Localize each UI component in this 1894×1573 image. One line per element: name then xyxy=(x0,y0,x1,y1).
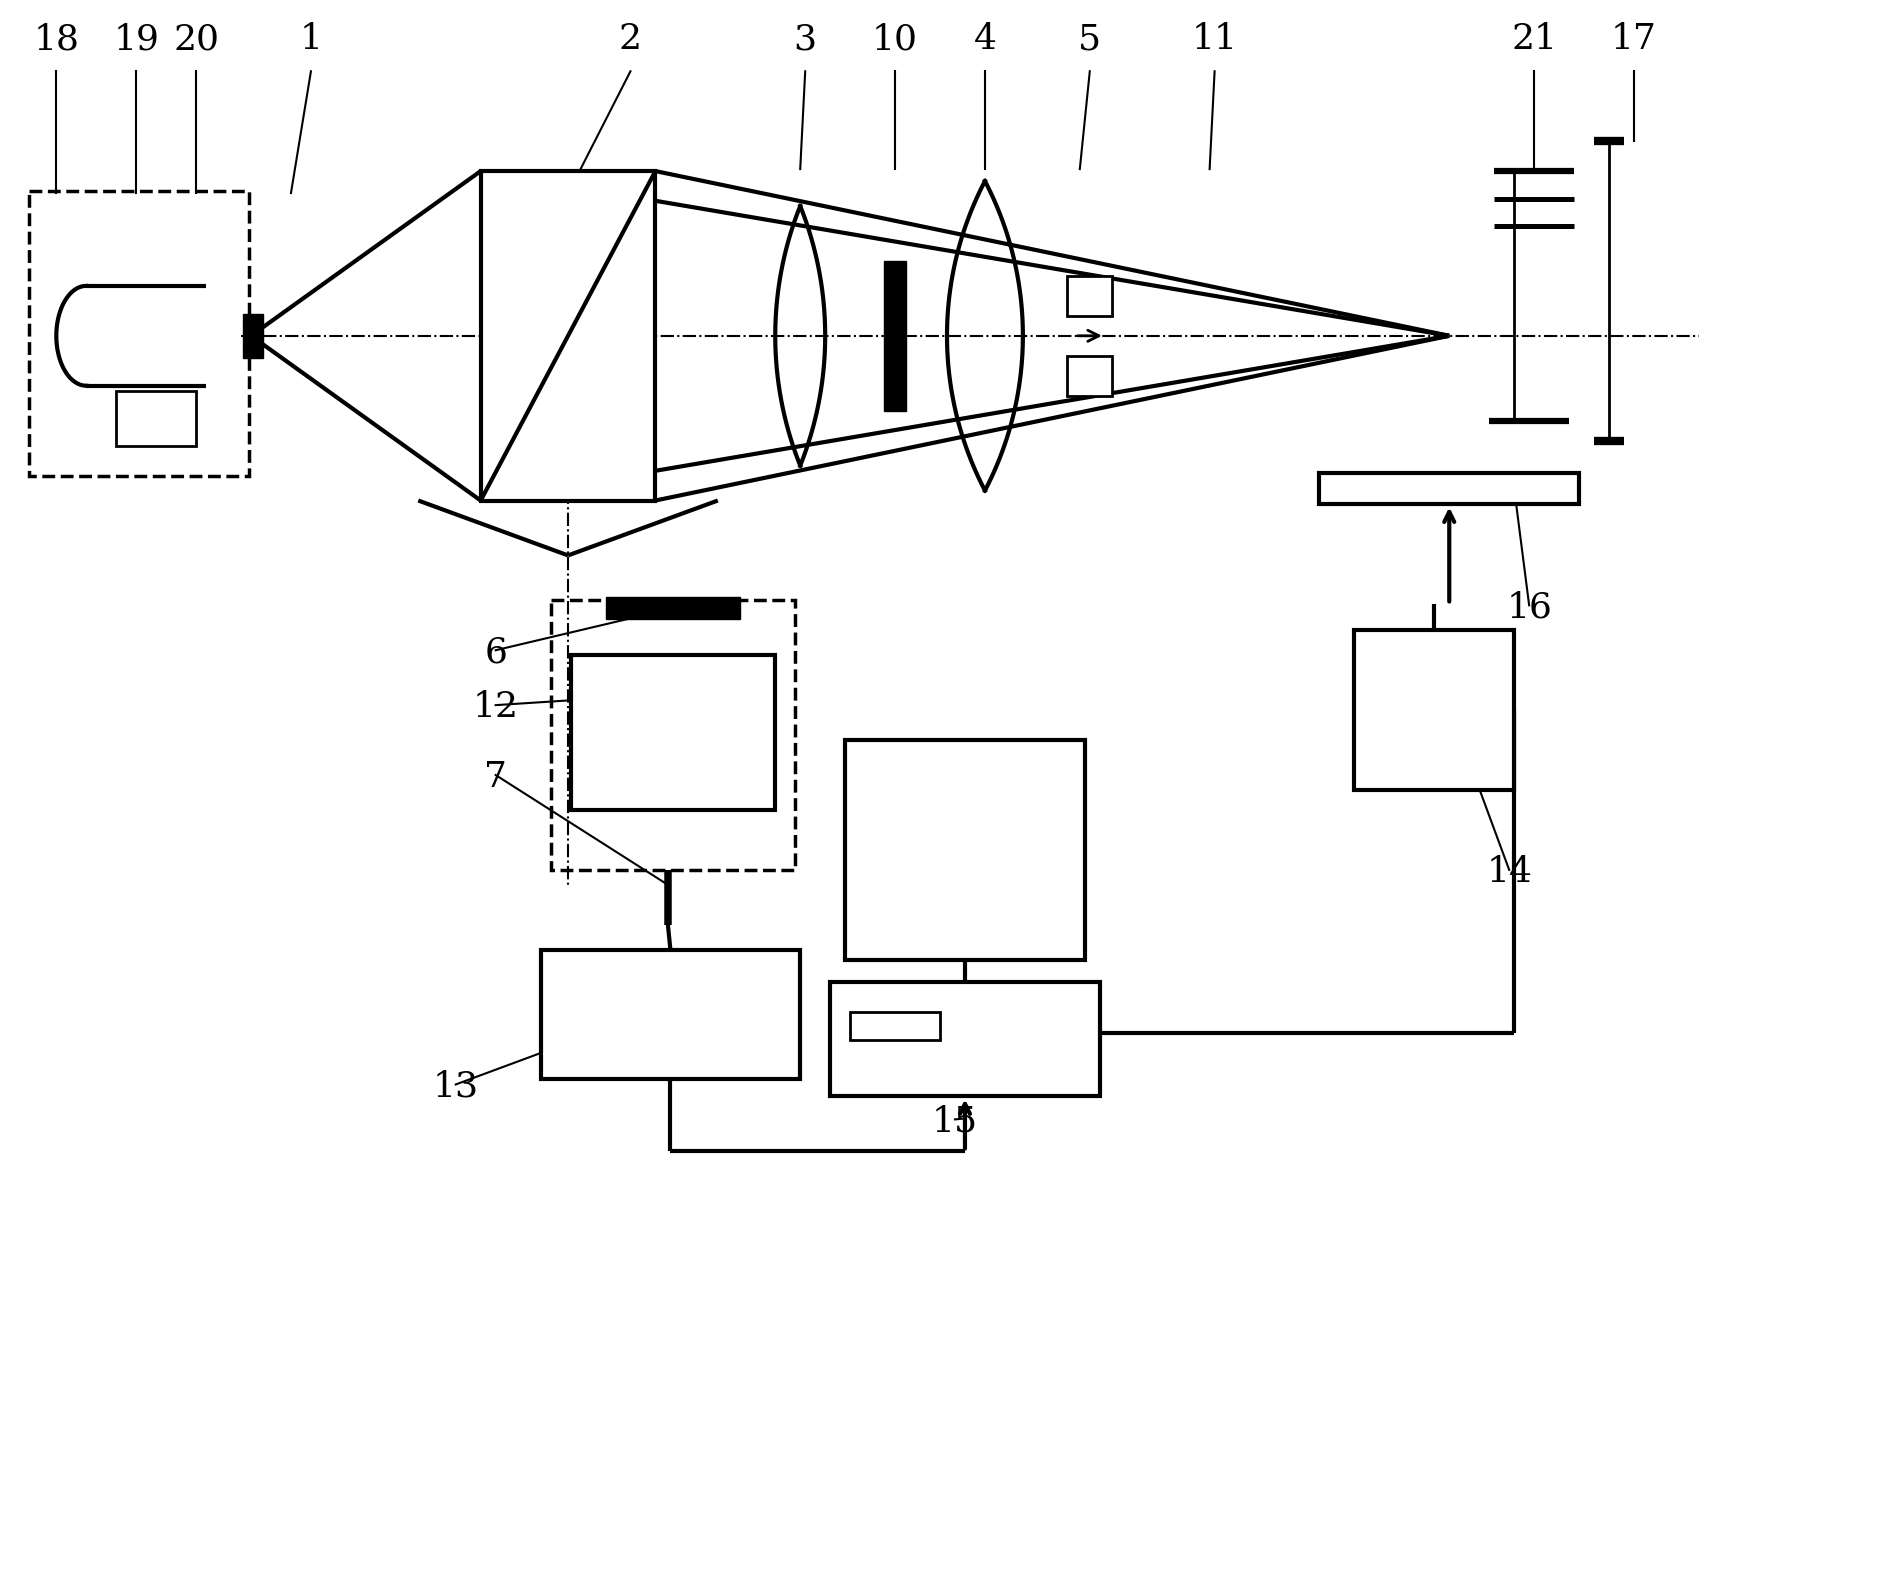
Bar xyxy=(481,171,655,500)
Polygon shape xyxy=(606,598,741,620)
Text: 13: 13 xyxy=(432,1070,479,1104)
Bar xyxy=(850,1011,939,1040)
Bar xyxy=(540,950,801,1079)
Bar xyxy=(830,982,1100,1096)
Polygon shape xyxy=(242,315,263,357)
Bar xyxy=(28,190,248,475)
Text: 6: 6 xyxy=(485,635,508,669)
Text: 21: 21 xyxy=(1511,22,1557,57)
Text: 7: 7 xyxy=(485,760,508,794)
Text: 18: 18 xyxy=(34,22,80,57)
Text: 5: 5 xyxy=(1078,22,1100,57)
Text: 11: 11 xyxy=(1191,22,1237,57)
Text: 14: 14 xyxy=(1487,854,1532,889)
Text: 20: 20 xyxy=(172,22,220,57)
Text: 2: 2 xyxy=(619,22,642,57)
Bar xyxy=(1354,631,1513,790)
Text: 10: 10 xyxy=(871,22,919,57)
Text: 19: 19 xyxy=(114,22,159,57)
Text: 15: 15 xyxy=(932,1104,977,1139)
Text: 4: 4 xyxy=(974,22,996,57)
Polygon shape xyxy=(884,261,905,411)
Bar xyxy=(1068,355,1112,396)
Text: 1: 1 xyxy=(299,22,322,57)
Bar xyxy=(845,739,1085,960)
Bar xyxy=(1068,275,1112,316)
Text: 16: 16 xyxy=(1506,590,1551,624)
Bar xyxy=(551,601,795,870)
Text: 3: 3 xyxy=(794,22,816,57)
Bar xyxy=(570,656,775,810)
Text: 12: 12 xyxy=(474,691,519,724)
Bar xyxy=(116,390,197,445)
Text: 17: 17 xyxy=(1612,22,1657,57)
Bar xyxy=(1320,472,1580,505)
